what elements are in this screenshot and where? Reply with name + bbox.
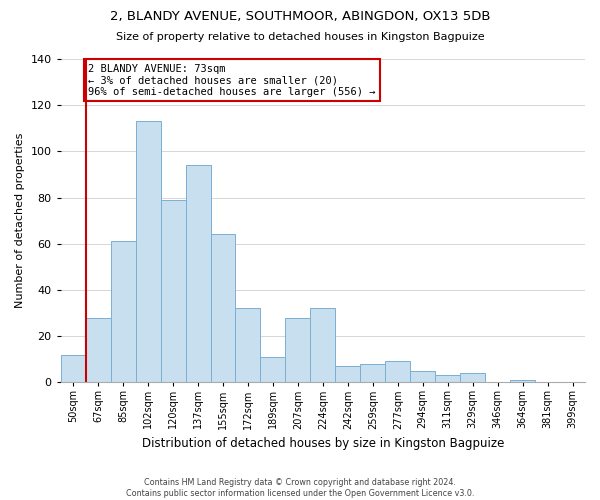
Bar [385, 362, 410, 382]
X-axis label: Distribution of detached houses by size in Kingston Bagpuize: Distribution of detached houses by size … [142, 437, 504, 450]
Bar [460, 373, 485, 382]
Bar [510, 380, 535, 382]
Bar [260, 357, 286, 382]
Bar [310, 308, 335, 382]
Bar [110, 242, 136, 382]
Text: 2, BLANDY AVENUE, SOUTHMOOR, ABINGDON, OX13 5DB: 2, BLANDY AVENUE, SOUTHMOOR, ABINGDON, O… [110, 10, 490, 23]
Bar [136, 122, 161, 382]
Bar [286, 318, 310, 382]
Bar [235, 308, 260, 382]
Bar [211, 234, 235, 382]
Text: Size of property relative to detached houses in Kingston Bagpuize: Size of property relative to detached ho… [116, 32, 484, 42]
Bar [185, 165, 211, 382]
Y-axis label: Number of detached properties: Number of detached properties [15, 133, 25, 308]
Text: 2 BLANDY AVENUE: 73sqm
← 3% of detached houses are smaller (20)
96% of semi-deta: 2 BLANDY AVENUE: 73sqm ← 3% of detached … [88, 64, 376, 97]
Bar [61, 354, 86, 382]
Text: Contains HM Land Registry data © Crown copyright and database right 2024.
Contai: Contains HM Land Registry data © Crown c… [126, 478, 474, 498]
Bar [161, 200, 185, 382]
Bar [335, 366, 361, 382]
Bar [435, 376, 460, 382]
Bar [86, 318, 110, 382]
Bar [361, 364, 385, 382]
Bar [410, 370, 435, 382]
